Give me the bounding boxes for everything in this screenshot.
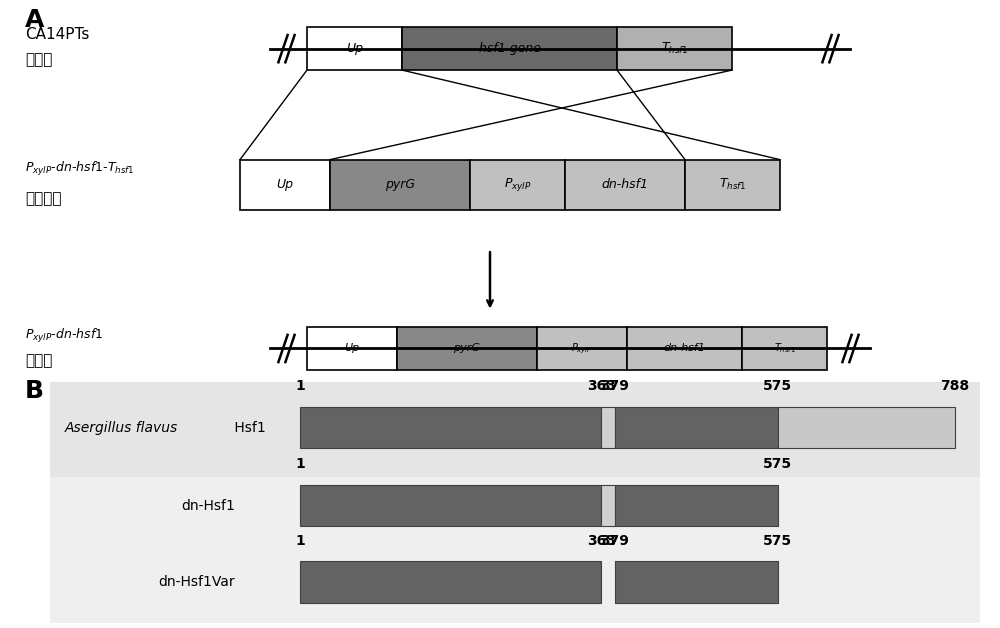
Bar (627, 327, 742, 370)
Bar (601, 407, 615, 448)
Bar (615, 561, 778, 603)
Text: 1: 1 (295, 534, 305, 548)
Text: B: B (25, 379, 44, 403)
Text: hsf1 gene: hsf1 gene (479, 42, 540, 55)
Text: $P_{xylP}$-$dn$-$hsf1$-$T_{hsf1}$: $P_{xylP}$-$dn$-$hsf1$-$T_{hsf1}$ (25, 160, 135, 178)
Bar (537, 327, 627, 370)
Text: $T_{hsf1}$: $T_{hsf1}$ (774, 342, 795, 355)
Text: $P_{xylP}$-$dn$-$hsf1$: $P_{xylP}$-$dn$-$hsf1$ (25, 327, 103, 345)
Text: dn-hsf1: dn-hsf1 (664, 344, 705, 354)
Text: dn-hsf1: dn-hsf1 (602, 178, 648, 192)
Text: dn-Hsf1Var: dn-Hsf1Var (158, 575, 235, 589)
Bar (307, 327, 397, 370)
Bar (307, 27, 402, 70)
Text: 575: 575 (763, 379, 792, 393)
Text: 363: 363 (587, 534, 616, 548)
Bar (50, 382, 980, 477)
Text: dn-Hsf1: dn-Hsf1 (181, 499, 235, 512)
Text: 基因组: 基因组 (25, 52, 52, 67)
Text: 575: 575 (763, 534, 792, 548)
Bar (240, 160, 330, 210)
Text: Up: Up (276, 178, 294, 192)
Bar (601, 485, 615, 526)
Bar (402, 27, 617, 70)
Bar (330, 160, 470, 210)
Bar (300, 407, 601, 448)
Bar (742, 327, 827, 370)
Text: Up: Up (346, 42, 363, 55)
Text: $P_{xylP}$: $P_{xylP}$ (571, 341, 593, 355)
Bar (778, 407, 955, 448)
Text: 575: 575 (763, 457, 792, 471)
Text: Hsf1: Hsf1 (230, 421, 266, 435)
Bar (685, 160, 780, 210)
Text: 363: 363 (587, 379, 616, 393)
Text: pyrG: pyrG (454, 344, 480, 354)
Text: 融合片段: 融合片段 (25, 191, 62, 206)
Text: 1: 1 (295, 379, 305, 393)
Text: CA14PTs: CA14PTs (25, 27, 89, 42)
Bar (300, 561, 601, 603)
Bar (470, 160, 565, 210)
Text: 1: 1 (295, 457, 305, 471)
Text: pyrG: pyrG (385, 178, 415, 192)
Text: $T_{hsf1}$: $T_{hsf1}$ (719, 177, 746, 193)
Bar (565, 160, 685, 210)
Bar (617, 27, 732, 70)
Text: 基因组: 基因组 (25, 354, 52, 369)
Text: 788: 788 (940, 379, 970, 393)
Bar (50, 477, 980, 623)
Text: 379: 379 (600, 379, 629, 393)
Text: A: A (25, 8, 44, 32)
Bar (615, 407, 778, 448)
Bar (397, 327, 537, 370)
Bar (615, 485, 778, 526)
Text: $P_{xylP}$: $P_{xylP}$ (504, 176, 531, 193)
Text: 379: 379 (600, 534, 629, 548)
Text: $T_{hsf1}$: $T_{hsf1}$ (661, 41, 688, 57)
Bar (300, 485, 601, 526)
Text: Asergillus flavus: Asergillus flavus (65, 421, 178, 435)
Text: Up: Up (344, 344, 360, 354)
